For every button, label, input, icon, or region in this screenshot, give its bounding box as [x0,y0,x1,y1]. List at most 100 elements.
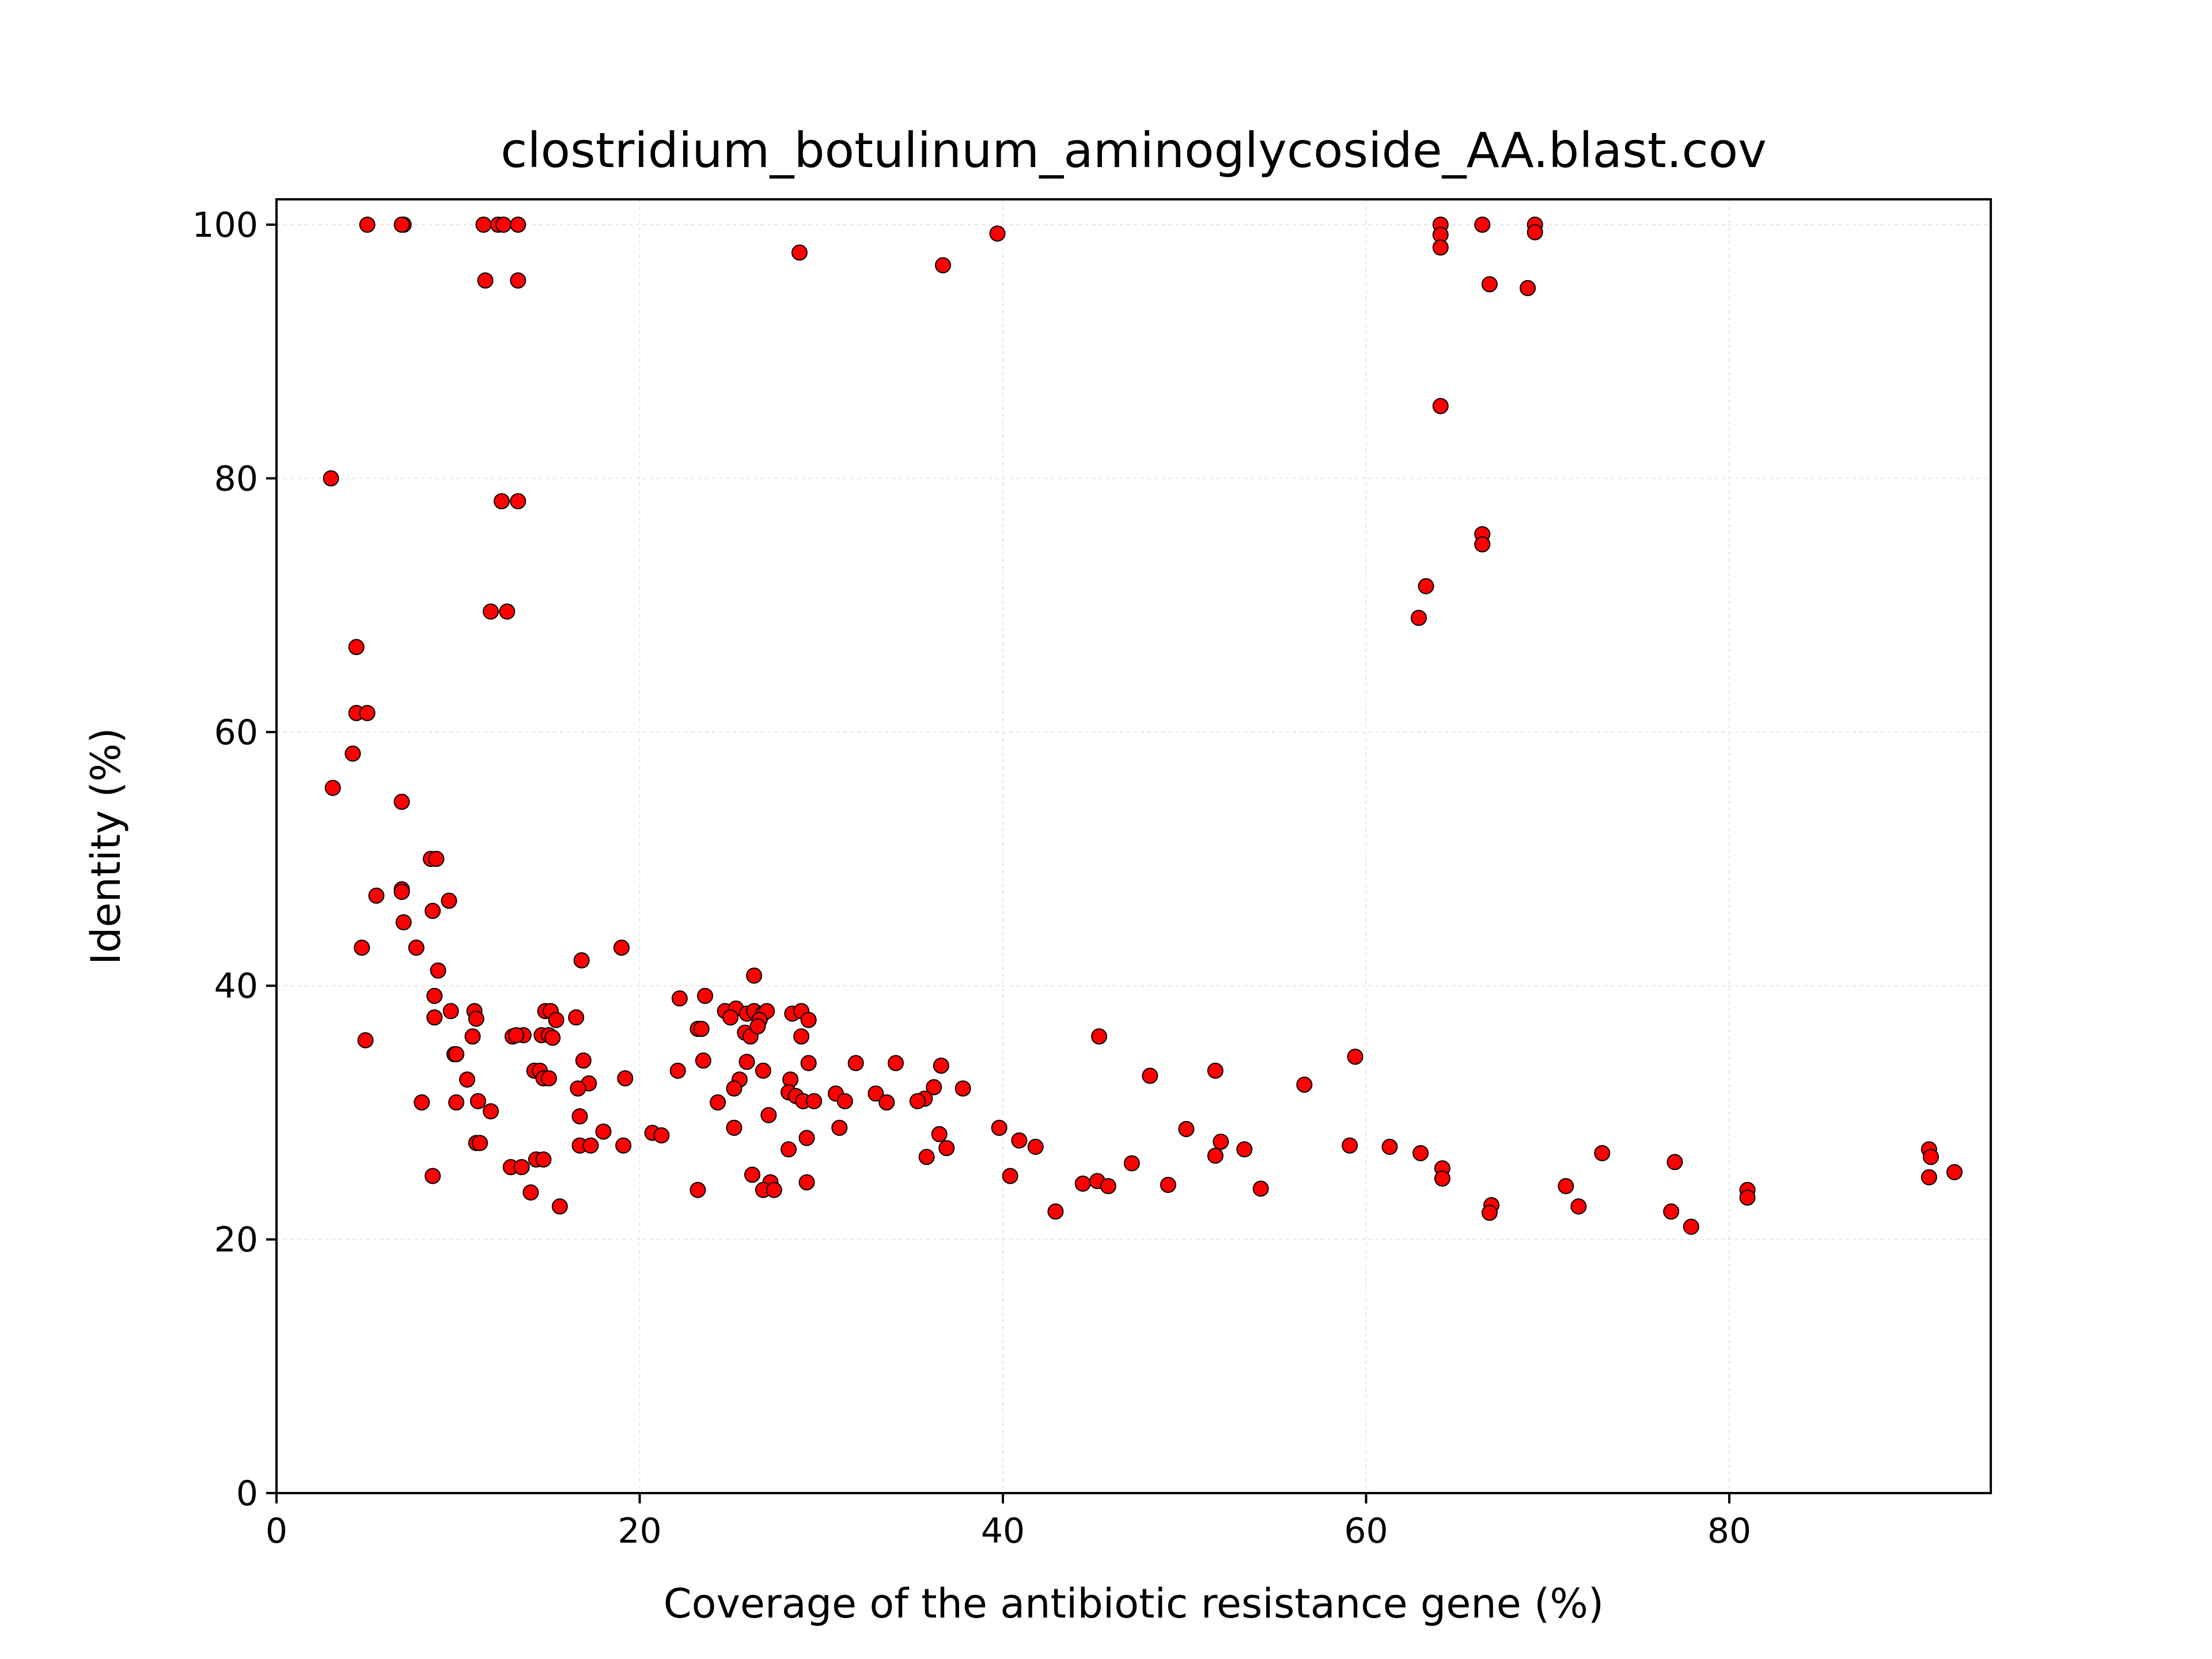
data-point [653,1127,670,1144]
data-point [1410,609,1427,626]
data-point [766,1181,782,1198]
data-point [671,990,688,1007]
data-point [1236,1141,1253,1158]
data-point [1558,1178,1574,1195]
data-point [1213,1134,1229,1150]
data-point [1047,1203,1064,1220]
data-point [1123,1155,1140,1172]
data-point [354,940,370,956]
data-point [1683,1218,1699,1235]
data-point [755,1062,771,1079]
data-point [595,1123,612,1140]
data-point [1481,276,1498,293]
y-tick-label: 40 [214,966,258,1006]
data-point [1296,1076,1313,1093]
data-point [570,1080,586,1097]
data-point [615,1137,632,1154]
data-point [1474,217,1491,233]
data-point [1594,1145,1611,1161]
data-point [393,217,410,233]
data-point [395,914,412,931]
data-point [847,1055,864,1071]
data-points [323,217,1963,1235]
plot-frame [275,198,1992,1494]
data-point [793,1028,810,1045]
data-point [540,1070,557,1086]
data-point [1002,1168,1018,1184]
data-point [428,851,445,868]
x-tick-label: 20 [618,1511,661,1551]
data-point [1663,1203,1680,1220]
y-tick-label: 60 [214,713,258,753]
data-point [472,1135,488,1152]
data-point [357,1032,374,1048]
data-point [1100,1178,1116,1195]
data-point [695,1052,711,1069]
data-point [726,1119,743,1136]
data-point [1946,1164,1963,1180]
data-point [726,1080,743,1097]
data-point [1074,1175,1091,1192]
data-point [448,1046,465,1063]
data-point [493,493,510,510]
data-point [1432,239,1449,256]
data-point [408,940,425,956]
data-point [459,1071,476,1088]
data-point [744,1166,760,1183]
data-point [582,1137,599,1154]
data-point [1347,1048,1363,1065]
y-tick-label: 80 [214,459,258,499]
data-point [791,244,808,261]
data-point [551,1198,568,1215]
data-point [868,1085,884,1102]
data-point [669,1062,686,1079]
data-point [806,1093,823,1109]
data-point [1527,224,1543,241]
y-tick-label: 20 [214,1220,258,1260]
data-point [1381,1138,1398,1155]
data-point [441,892,457,909]
data-point [1739,1189,1756,1206]
y-axis-label: Identity (%) [82,728,130,965]
data-point [878,1094,895,1111]
data-point [1921,1169,1937,1185]
data-point [1160,1176,1176,1193]
y-tick-label: 0 [236,1474,258,1514]
data-point [1481,1205,1498,1221]
y-axis-ticks: 0 20 40 60 80 100 [192,205,276,1514]
data-point [1342,1137,1358,1154]
data-point [1922,1149,1939,1165]
data-point [510,217,527,233]
data-point [1091,1028,1108,1045]
data-point [955,1080,971,1097]
chart-title: clostridium_botulinum_aminoglycoside_AA.… [501,122,1767,179]
data-point [513,1159,530,1176]
x-axis-label: Coverage of the antibiotic resistance ge… [664,1580,1604,1627]
data-point [442,1003,459,1020]
data-point [613,940,630,956]
data-point [522,1184,539,1201]
data-point [800,1055,817,1071]
data-point [468,1010,484,1027]
data-point [931,1126,948,1142]
data-point [938,1140,955,1157]
data-point [1207,1147,1224,1164]
data-point [393,884,410,900]
data-point [359,704,376,721]
data-point [448,1094,465,1111]
data-point [571,1108,588,1125]
data-point [324,779,341,796]
data-point [798,1174,815,1191]
x-axis-ticks: 0 20 40 60 80 [266,1493,1751,1551]
x-tick-label: 80 [1707,1511,1751,1551]
x-tick-label: 40 [981,1511,1025,1551]
data-point [464,1028,481,1045]
data-point [1432,397,1449,414]
data-point [323,470,339,487]
data-point [548,1012,565,1028]
data-point [1418,578,1434,594]
data-point [544,1029,561,1046]
data-point [508,1027,525,1044]
